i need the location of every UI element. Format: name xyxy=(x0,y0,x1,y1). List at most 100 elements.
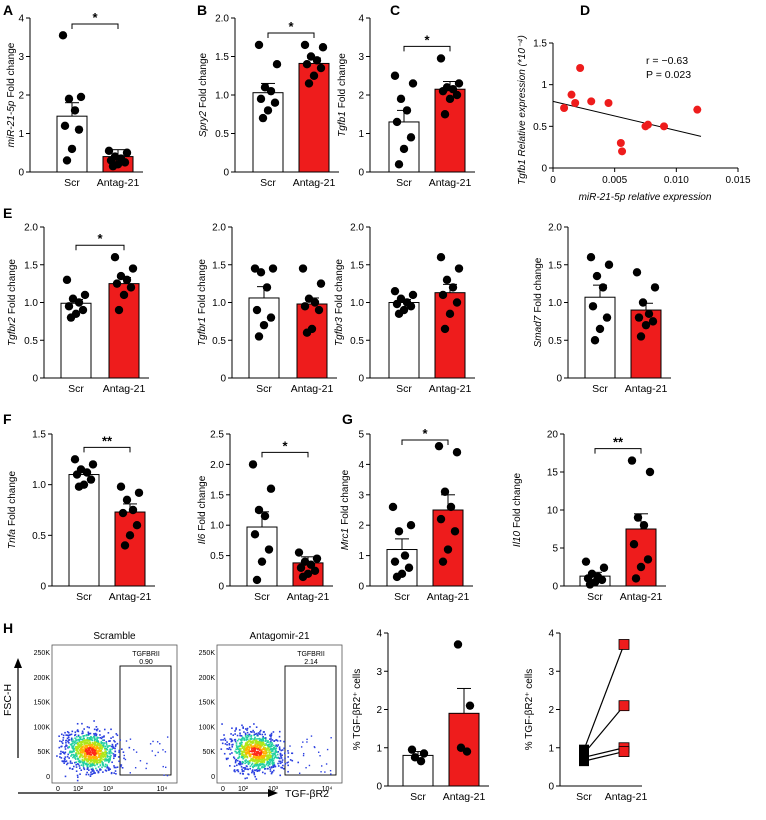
flow-event xyxy=(86,726,89,728)
flow-event xyxy=(154,754,157,757)
pair-point-antag xyxy=(618,700,630,712)
data-point xyxy=(304,79,314,88)
flow-event xyxy=(67,734,70,737)
flow-event xyxy=(71,740,73,743)
data-point xyxy=(636,332,646,341)
flow-x-tick: 10² xyxy=(238,786,249,793)
data-point xyxy=(465,701,475,710)
flow-event xyxy=(102,746,104,749)
data-point xyxy=(456,743,466,752)
flow-event xyxy=(83,762,85,765)
flow-event xyxy=(277,751,280,753)
flow-event xyxy=(109,768,111,771)
flow-event xyxy=(101,736,104,738)
flow-event xyxy=(82,759,85,762)
flow-event xyxy=(267,751,269,754)
flow-event xyxy=(246,741,249,744)
flow-event xyxy=(258,759,260,761)
flow-event xyxy=(246,734,249,737)
flow-event xyxy=(111,752,113,754)
flow-event xyxy=(279,740,282,742)
stat-p: P = 0.023 xyxy=(646,69,691,81)
flow-event xyxy=(274,750,277,752)
y-tick-label: 2 xyxy=(358,521,364,532)
flow-event xyxy=(283,740,285,743)
flow-event xyxy=(74,746,77,749)
x-tick-label: 0.010 xyxy=(664,175,689,186)
flow-event xyxy=(95,733,98,736)
flow-event xyxy=(255,740,258,743)
data-point xyxy=(436,253,446,262)
flow-event xyxy=(85,744,88,747)
flow-event xyxy=(165,766,167,769)
flow-event xyxy=(121,748,123,750)
flow-event xyxy=(308,764,311,767)
scatter-point xyxy=(604,99,613,107)
flow-event xyxy=(260,763,263,766)
flow-event xyxy=(248,739,250,742)
data-point xyxy=(88,460,98,469)
flow-event xyxy=(278,735,281,738)
flow-event xyxy=(277,744,280,746)
flow-event xyxy=(76,744,79,746)
flow-event xyxy=(258,741,261,743)
flow-event xyxy=(223,752,226,755)
flow-event xyxy=(255,757,258,760)
flow-event xyxy=(111,748,113,751)
flow-event xyxy=(76,722,79,725)
flow-event xyxy=(93,750,95,752)
flow-event xyxy=(104,748,106,751)
flow-event xyxy=(58,735,60,738)
data-point xyxy=(440,487,450,496)
flow-event xyxy=(106,745,108,747)
flow-event xyxy=(237,762,240,765)
data-point xyxy=(399,144,409,154)
flow-event xyxy=(93,752,95,755)
data-point xyxy=(134,488,144,497)
flow-event xyxy=(274,745,277,748)
flow-event xyxy=(232,734,235,736)
flow-event xyxy=(89,756,92,758)
regression-line xyxy=(552,100,702,137)
flow-event xyxy=(330,737,332,739)
data-point xyxy=(298,572,308,582)
data-point xyxy=(407,745,417,754)
data-point xyxy=(300,302,310,311)
flow-event xyxy=(260,748,263,751)
flow-event xyxy=(93,770,95,772)
flow-event xyxy=(86,751,88,754)
flow-event xyxy=(109,757,111,760)
flow-event xyxy=(69,743,72,746)
flow-event xyxy=(88,737,91,739)
flow-event xyxy=(125,740,128,742)
bar-scr xyxy=(252,92,284,173)
y-axis-gene: Tgfbr1 xyxy=(197,317,208,346)
y-axis-gene: Il10 xyxy=(512,531,523,548)
flow-event xyxy=(249,765,252,768)
data-point xyxy=(309,71,319,80)
flow-event xyxy=(245,742,247,744)
category-label: Scr xyxy=(254,591,270,603)
flow-event xyxy=(287,761,290,763)
flow-event xyxy=(263,737,265,739)
flow-event xyxy=(83,728,85,730)
y-tick-label: 0 xyxy=(541,164,547,175)
flow-event xyxy=(93,728,96,731)
flow-event xyxy=(94,772,96,774)
flow-event xyxy=(242,747,244,749)
y-tick-label: 1.0 xyxy=(212,298,226,309)
flow-event xyxy=(264,744,266,747)
flow-event xyxy=(273,747,276,749)
flow-event xyxy=(246,738,249,740)
flow-event xyxy=(261,766,263,769)
flow-event xyxy=(235,727,238,729)
flow-event xyxy=(242,761,244,764)
flow-title: Scramble xyxy=(93,631,136,642)
flow-event xyxy=(271,764,274,766)
flow-event xyxy=(114,750,116,753)
data-point xyxy=(438,86,448,96)
flow-event xyxy=(281,767,284,769)
data-point xyxy=(266,86,276,96)
flow-event xyxy=(65,734,67,736)
flow-event xyxy=(241,770,244,773)
